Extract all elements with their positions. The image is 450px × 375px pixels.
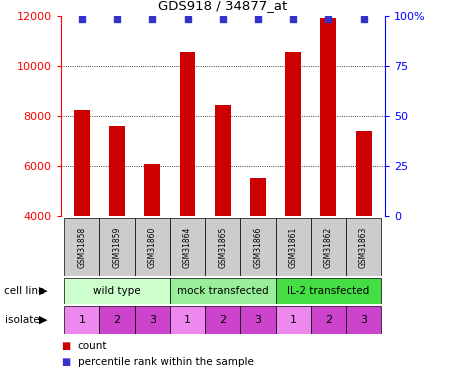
Bar	[109, 126, 125, 216]
Text: IL-2 transfected: IL-2 transfected	[287, 286, 369, 296]
Text: 3: 3	[360, 315, 367, 325]
Bar	[205, 218, 240, 276]
Bar	[205, 306, 240, 334]
Bar	[311, 218, 346, 276]
Text: 3: 3	[254, 315, 261, 325]
Bar	[346, 218, 381, 276]
Bar	[275, 218, 311, 276]
Bar	[180, 52, 195, 216]
Text: wild type: wild type	[93, 286, 141, 296]
Text: GSM31863: GSM31863	[359, 226, 368, 268]
Bar	[275, 278, 381, 304]
Text: 2: 2	[219, 315, 226, 325]
Bar	[135, 218, 170, 276]
Text: GSM31864: GSM31864	[183, 226, 192, 268]
Text: ▶: ▶	[39, 315, 47, 325]
Bar	[99, 306, 135, 334]
Text: 2: 2	[113, 315, 121, 325]
Bar	[170, 218, 205, 276]
Text: ■: ■	[61, 357, 70, 368]
Bar	[64, 306, 99, 334]
Bar	[311, 306, 346, 334]
Bar	[275, 306, 311, 334]
Text: cell line: cell line	[4, 286, 45, 296]
Text: GSM31866: GSM31866	[253, 226, 262, 268]
Text: 1: 1	[78, 315, 86, 325]
Bar	[170, 278, 275, 304]
Bar	[144, 164, 160, 216]
Bar	[320, 18, 336, 216]
Text: GSM31860: GSM31860	[148, 226, 157, 268]
Bar	[240, 306, 275, 334]
Bar	[64, 278, 170, 304]
Bar	[346, 306, 381, 334]
Text: 1: 1	[290, 315, 297, 325]
Text: GSM31862: GSM31862	[324, 226, 333, 268]
Bar	[99, 218, 135, 276]
Text: ▶: ▶	[39, 286, 47, 296]
Title: GDS918 / 34877_at: GDS918 / 34877_at	[158, 0, 288, 12]
Bar	[285, 52, 301, 216]
Bar	[74, 110, 90, 216]
Bar	[170, 306, 205, 334]
Text: GSM31859: GSM31859	[112, 226, 122, 268]
Text: ■: ■	[61, 341, 70, 351]
Text: 2: 2	[325, 315, 332, 325]
Text: GSM31861: GSM31861	[289, 226, 298, 268]
Text: percentile rank within the sample: percentile rank within the sample	[78, 357, 254, 368]
Bar	[250, 177, 266, 216]
Bar	[215, 105, 231, 216]
Bar	[64, 218, 99, 276]
Text: GSM31865: GSM31865	[218, 226, 227, 268]
Text: count: count	[78, 341, 108, 351]
Bar	[356, 131, 372, 216]
Bar	[240, 218, 275, 276]
Text: GSM31858: GSM31858	[77, 226, 86, 268]
Text: 3: 3	[149, 315, 156, 325]
Text: 1: 1	[184, 315, 191, 325]
Bar	[135, 306, 170, 334]
Text: mock transfected: mock transfected	[177, 286, 269, 296]
Text: isolate: isolate	[4, 315, 39, 325]
